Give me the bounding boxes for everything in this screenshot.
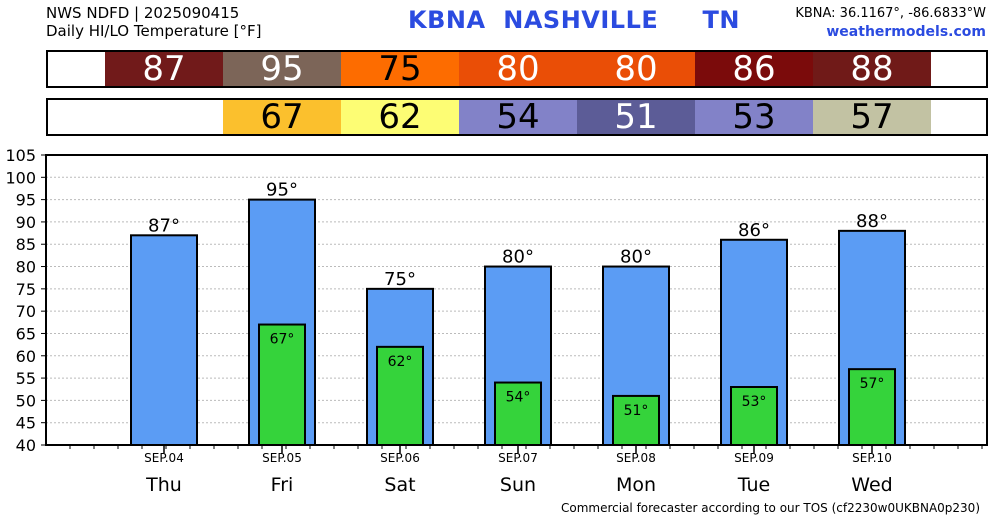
station-coords: KBNA: 36.1167°, -86.6833°W xyxy=(795,6,986,21)
x-day-label: Fri xyxy=(271,474,294,496)
lo-bar-label: 51° xyxy=(624,403,649,419)
y-tick-label: 105 xyxy=(5,146,36,165)
station-title: KBNA NASHVILLE TN xyxy=(408,6,741,34)
y-tick-label: 45 xyxy=(16,414,36,433)
lo-bar-label: 53° xyxy=(742,394,767,410)
lo-bar xyxy=(494,381,542,446)
hi-bar-label: 80° xyxy=(620,247,652,268)
lo-bar xyxy=(376,345,424,447)
y-tick-label: 90 xyxy=(16,213,36,232)
hi-cell-1: 95 xyxy=(223,52,341,86)
hi-bar-label: 86° xyxy=(738,220,770,241)
y-tick-label: 65 xyxy=(16,324,36,343)
lo-bar-label: 57° xyxy=(860,376,885,392)
hi-temp-strip: 87 95 75 80 80 86 88 xyxy=(46,50,988,88)
x-day-label: Sun xyxy=(500,474,536,496)
y-tick-label: 95 xyxy=(16,191,36,210)
hi-cell-0: 87 xyxy=(105,52,223,86)
x-date-label: SEP.08 xyxy=(616,451,656,465)
x-day-label: Thu xyxy=(145,474,182,496)
lo-cell-3: 54 xyxy=(459,100,577,134)
x-day-label: Sat xyxy=(384,474,415,496)
x-date-label: SEP.05 xyxy=(262,451,302,465)
x-day-label: Wed xyxy=(851,474,892,496)
x-date-label: SEP.10 xyxy=(852,451,892,465)
header-right: KBNA: 36.1167°, -86.6833°W weathermodels… xyxy=(795,4,986,42)
x-day-label: Mon xyxy=(616,474,656,496)
y-tick-label: 100 xyxy=(5,168,36,187)
lo-temp-strip: 67 62 54 51 53 57 xyxy=(46,98,988,136)
hi-bar-label: 88° xyxy=(856,211,888,232)
lo-bar xyxy=(848,368,896,446)
lo-cell-6: 57 xyxy=(813,100,931,134)
x-day-label: Tue xyxy=(737,474,770,496)
x-date-label: SEP.06 xyxy=(380,451,420,465)
x-date-label: SEP.07 xyxy=(498,451,538,465)
y-tick-label: 40 xyxy=(16,436,36,455)
x-date-label: SEP.09 xyxy=(734,451,774,465)
hi-cell-6: 88 xyxy=(813,52,931,86)
y-tick-label: 60 xyxy=(16,347,36,366)
x-date-label: SEP.04 xyxy=(144,451,184,465)
hi-cell-4: 80 xyxy=(577,52,695,86)
product-subtitle: Daily HI/LO Temperature [°F] xyxy=(46,22,262,40)
product-title: NWS NDFD | 2025090415 xyxy=(46,4,240,22)
hi-bar-label: 87° xyxy=(148,215,180,236)
header-left: NWS NDFD | 2025090415 Daily HI/LO Temper… xyxy=(46,4,262,40)
y-tick-label: 55 xyxy=(16,369,36,388)
lo-bar-label: 54° xyxy=(506,390,531,406)
lo-bar xyxy=(258,323,306,446)
hi-cell-5: 86 xyxy=(695,52,813,86)
y-tick-label: 75 xyxy=(16,280,36,299)
lo-cell-2: 62 xyxy=(341,100,459,134)
lo-bar xyxy=(730,386,778,446)
site-link[interactable]: weathermodels.com xyxy=(826,24,986,40)
hi-bar xyxy=(130,234,198,446)
lo-cell-1: 67 xyxy=(223,100,341,134)
lo-bar-label: 67° xyxy=(270,332,295,348)
y-tick-label: 85 xyxy=(16,235,36,254)
hi-bar-label: 75° xyxy=(384,269,416,290)
lo-cell-5: 53 xyxy=(695,100,813,134)
footer-note: Commercial forecaster according to our T… xyxy=(560,501,980,515)
y-tick-label: 80 xyxy=(16,258,36,277)
y-tick-label: 50 xyxy=(16,391,36,410)
hi-cell-2: 75 xyxy=(341,52,459,86)
hi-cell-3: 80 xyxy=(459,52,577,86)
y-tick-label: 70 xyxy=(16,302,36,321)
lo-bar-label: 62° xyxy=(388,354,413,370)
lo-cell-4: 51 xyxy=(577,100,695,134)
hi-bar-label: 80° xyxy=(502,247,534,268)
lo-bar xyxy=(612,394,660,446)
hi-bar-label: 95° xyxy=(266,180,298,201)
